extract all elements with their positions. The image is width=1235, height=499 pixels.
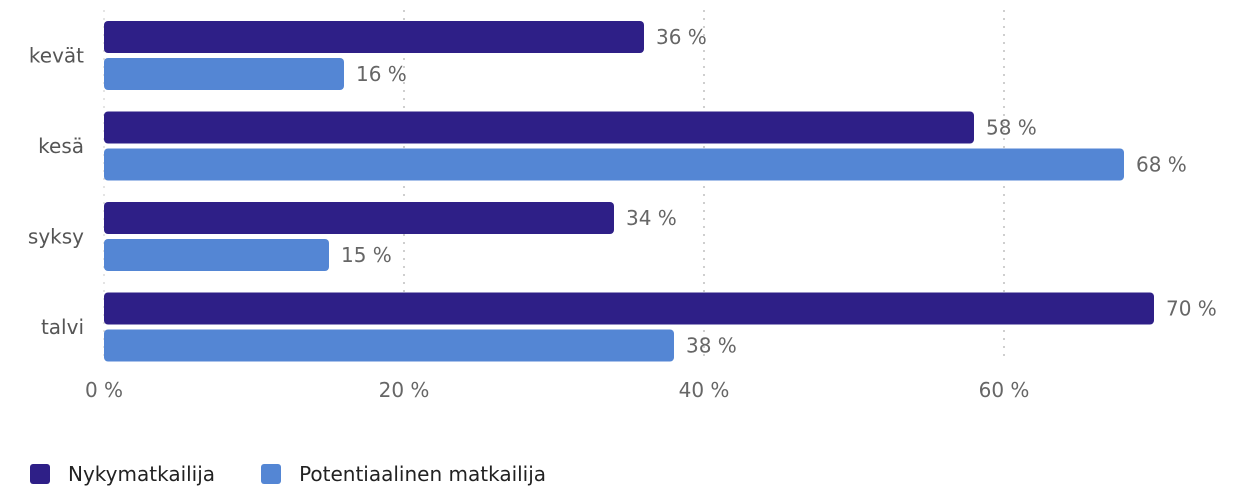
category-label: syksy (28, 225, 84, 249)
value-label: 58 % (986, 116, 1037, 140)
bars (104, 21, 1154, 362)
value-labels: 36 % 16 % 58 % 68 % 34 % 15 % 70 % 38 % (341, 25, 1217, 358)
legend-swatch (261, 464, 282, 484)
x-tick-label: 0 % (85, 378, 123, 402)
category-labels: kevät kesä syksy talvi (28, 44, 84, 340)
value-label: 36 % (656, 25, 707, 49)
legend-swatch (30, 464, 50, 484)
bar-kevät-0[interactable] (104, 21, 644, 53)
value-label: 68 % (1136, 153, 1187, 177)
bar-syksy-1[interactable] (104, 239, 329, 271)
value-label: 16 % (356, 62, 407, 86)
bar-chart: 36 %16 %58 %68 %34 %15 %70 %38 % kevätke… (28, 10, 1217, 402)
value-label: 34 % (626, 206, 677, 230)
value-label: 70 % (1166, 297, 1217, 321)
bar-kesä-1[interactable] (104, 148, 1124, 181)
x-tick-label: 60 % (979, 378, 1030, 402)
bar-talvi-1[interactable] (104, 329, 674, 362)
legend: Nykymatkailija Potentiaalinen matkailija (30, 462, 592, 486)
bar-kevät-1[interactable] (104, 58, 344, 90)
category-label: talvi (41, 315, 84, 339)
x-tick-label: 20 % (379, 378, 430, 402)
legend-item-series-0[interactable]: Nykymatkailija (30, 462, 215, 486)
bar-syksy-0[interactable] (104, 202, 614, 234)
gridlines (103, 10, 1005, 362)
category-label: kesä (38, 134, 84, 158)
value-label: 38 % (686, 334, 737, 358)
value-label: 15 % (341, 243, 392, 267)
legend-item-series-1[interactable]: Potentiaalinen matkailija (261, 462, 546, 486)
category-label: kevät (29, 44, 84, 68)
x-axis-tick-labels: 0 % 20 % 40 % 60 % (85, 378, 1029, 402)
legend-label: Nykymatkailija (68, 462, 216, 486)
bar-kesä-0[interactable] (104, 111, 974, 144)
bar-talvi-0[interactable] (104, 292, 1154, 325)
x-tick-label: 40 % (679, 378, 730, 402)
legend-label: Potentiaalinen matkailija (299, 462, 547, 486)
